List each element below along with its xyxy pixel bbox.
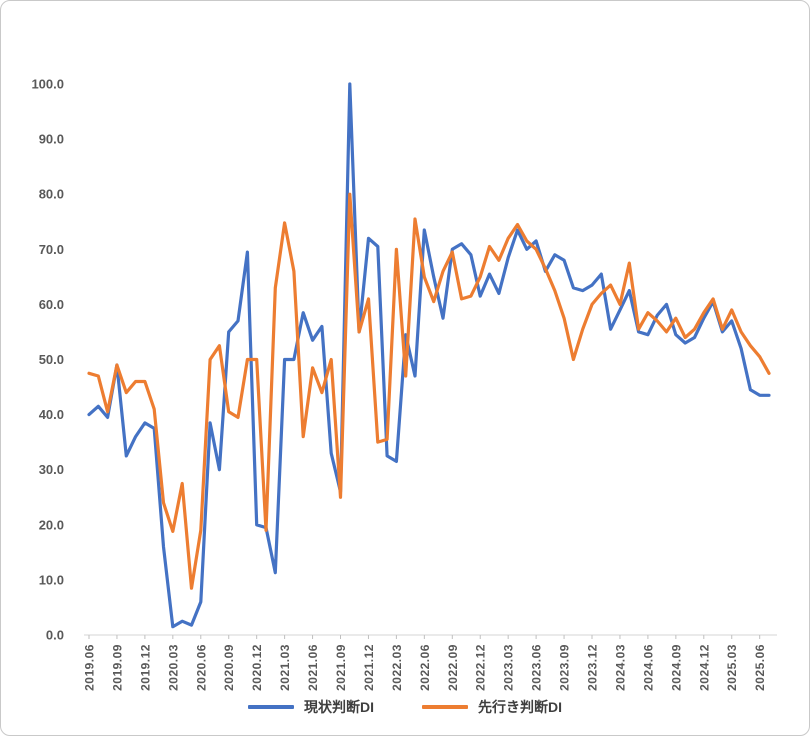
legend-item-current-di: 現状判断DI xyxy=(248,697,374,717)
y-tick-label: 50.0 xyxy=(39,352,64,367)
x-tick-label: 2019.12 xyxy=(138,644,152,691)
x-tick-label: 2023.09 xyxy=(558,644,572,691)
y-tick-label: 70.0 xyxy=(39,242,64,257)
y-tick-label: 30.0 xyxy=(39,462,64,477)
y-tick-label: 60.0 xyxy=(39,297,64,312)
y-tick-label: 40.0 xyxy=(39,407,64,422)
x-tick-label: 2025.06 xyxy=(753,644,767,691)
x-tick-label: 2022.06 xyxy=(418,644,432,691)
x-tick-label: 2023.06 xyxy=(530,644,544,691)
y-tick-label: 100.0 xyxy=(31,77,64,92)
legend-label-outlook-di: 先行き判断DI xyxy=(478,699,562,715)
x-tick-label: 2023.03 xyxy=(502,644,516,691)
x-tick-label: 2024.09 xyxy=(669,644,683,691)
x-tick-label: 2019.06 xyxy=(83,644,97,691)
x-tick-label: 2020.09 xyxy=(222,644,236,691)
x-tick-label: 2022.09 xyxy=(446,644,460,691)
plot-area xyxy=(87,82,771,629)
x-tick-label: 2020.12 xyxy=(250,644,264,691)
x-tick-label: 2021.03 xyxy=(278,644,292,691)
y-tick-label: 10.0 xyxy=(39,572,64,587)
x-tick-label: 2019.09 xyxy=(110,644,124,691)
y-tick-label: 80.0 xyxy=(39,187,64,202)
series-line-outlook-di xyxy=(87,192,771,590)
x-tick-label: 2024.06 xyxy=(641,644,655,691)
x-tick-label: 2022.03 xyxy=(390,644,404,691)
legend-swatch-outlook-di xyxy=(422,705,468,709)
x-tick-label: 2022.12 xyxy=(474,644,488,691)
y-tick-label: 90.0 xyxy=(39,132,64,147)
x-tick-label: 2021.12 xyxy=(362,644,376,691)
y-axis-labels: 0.0 10.0 20.0 30.0 40.0 50.0 60.0 70.0 80.0 90.0 1… xyxy=(31,77,64,643)
x-tick-label: 2020.03 xyxy=(166,644,180,691)
x-axis-labels: 2019.06 2019.09 2019.12 2020.03 2020.06 2020.… xyxy=(83,644,768,691)
x-tick-label: 2021.06 xyxy=(306,644,320,691)
x-axis xyxy=(84,634,777,639)
legend: 現状判断DI 先行き判断DI xyxy=(1,697,809,717)
x-tick-label: 2023.12 xyxy=(586,644,600,691)
x-tick-label: 2020.06 xyxy=(194,644,208,691)
legend-swatch-current-di xyxy=(248,705,294,709)
y-tick-label: 20.0 xyxy=(39,517,64,532)
series-line-current-di xyxy=(87,82,771,629)
y-tick-label: 0.0 xyxy=(46,628,64,643)
legend-label-current-di: 現状判断DI xyxy=(304,699,374,715)
legend-item-outlook-di: 先行き判断DI xyxy=(422,697,562,717)
x-tick-label: 2024.03 xyxy=(614,644,628,691)
x-tick-label: 2021.09 xyxy=(334,644,348,691)
x-tick-label: 2024.12 xyxy=(697,644,711,691)
x-tick-label: 2025.03 xyxy=(725,644,739,691)
